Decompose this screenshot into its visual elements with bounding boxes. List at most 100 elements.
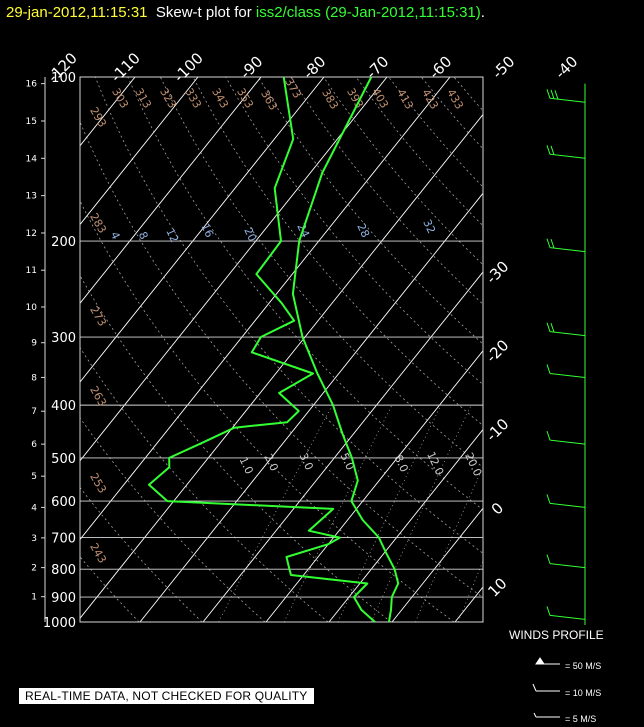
pressure-tick-label: 100 [51, 71, 76, 86]
pressure-tick-label: 600 [51, 495, 76, 510]
dry-adiabat-label: 433 [444, 87, 466, 112]
dry-adiabat-label: 243 [87, 541, 109, 566]
height-tick-label: 6 [31, 440, 37, 450]
wind-scale-50: = 50 M/S [565, 661, 602, 671]
wind-scale-10: = 10 M/S [565, 688, 602, 698]
dry-adiabat-label: 423 [419, 87, 441, 112]
dry-adiabat-373 [323, 77, 483, 266]
dry-adiabat-label: 383 [319, 87, 341, 112]
mixing-ratio-label: 12 [163, 226, 181, 244]
isotherm-line [139, 192, 483, 622]
pressure-tick-label: 200 [51, 235, 76, 250]
isotherm-label-top: -80 [299, 52, 329, 82]
mixing-ratio-label: 3.0 [297, 451, 316, 472]
dry-adiabat-253 [80, 417, 266, 622]
isotherm-label-top: -100 [170, 49, 207, 86]
isotherm-line [518, 77, 644, 622]
wind-barb-shaft [549, 439, 586, 445]
height-tick-label: 8 [31, 373, 37, 383]
wind-barb-flag [546, 145, 551, 155]
dry-adiabat-413 [453, 77, 483, 112]
dry-adiabat-363 [290, 77, 483, 305]
title-datetime: 29-jan-2012,11:15:31 [6, 4, 148, 21]
isotherm-line [0, 77, 9, 622]
dry-adiabat-323 [160, 77, 483, 468]
isotherm-line [80, 77, 199, 226]
dry-adiabat-443 [552, 77, 644, 622]
dry-adiabat-label: 253 [87, 471, 109, 496]
mixing-ratio-label: 32 [420, 217, 438, 235]
wind-barb-flag [546, 364, 551, 374]
isotherm-line [265, 350, 483, 622]
dry-adiabat-label: 343 [209, 86, 231, 111]
height-tick-label: 1 [31, 593, 37, 603]
wind-barb-flag [546, 606, 551, 616]
wind-barb-flag [546, 238, 551, 248]
pressure-tick-label: 500 [51, 452, 76, 467]
plot-frame [79, 76, 484, 623]
chart-title: 29-jan-2012,11:15:31 Skew-t plot for iss… [6, 4, 485, 21]
dry-adiabat-label: 273 [87, 304, 109, 329]
height-tick-label: 16 [26, 80, 38, 90]
wind-barb-shaft [549, 372, 586, 378]
dry-adiabat-293 [80, 121, 483, 599]
mixing-ratio-line [337, 404, 442, 622]
pressure-tick-label: 1000 [43, 616, 76, 631]
isotherm-label-right: -30 [482, 257, 512, 287]
height-tick-label: 3 [31, 534, 37, 544]
wind-barb-flag [554, 90, 559, 100]
dry-adiabat-303 [94, 77, 483, 554]
dry-adiabat-403 [420, 77, 483, 150]
pressure-tick-label: 700 [51, 532, 76, 547]
dry-adiabat-343 [225, 77, 483, 386]
isotherm-line [581, 77, 644, 622]
half-barb-symbol [533, 712, 560, 718]
full-barb-symbol [532, 683, 560, 692]
isotherm-label-right: -10 [482, 415, 512, 445]
isotherm-line [202, 271, 483, 622]
dry-adiabat-label: 293 [87, 105, 109, 130]
grid-layer [0, 77, 644, 622]
quality-notice: REAL-TIME DATA, NOT CHECKED FOR QUALITY [19, 688, 314, 704]
isotherm-label-top: -70 [362, 52, 392, 82]
dewpoint-line [148, 76, 376, 623]
isotherm-label-right: 0 [488, 499, 507, 518]
wind-barb-shaft [549, 153, 586, 159]
mixing-ratio-line [548, 405, 630, 622]
winds-profile-label: WINDS PROFILE [509, 628, 604, 642]
mixing-ratio-label: 2.0 [262, 452, 281, 473]
height-tick-label: 13 [26, 192, 37, 202]
wind-barb-shaft [549, 563, 586, 569]
mixing-ratio-line [497, 405, 585, 622]
wind-barb-shaft [549, 502, 586, 508]
isotherm-label-right: -20 [482, 336, 512, 366]
pressure-tick-label: 800 [51, 563, 76, 578]
mixing-ratio-label: 8.0 [392, 453, 411, 474]
height-tick-label: 4 [31, 503, 37, 513]
height-tick-label: 5 [31, 472, 37, 482]
dry-adiabat-263 [80, 346, 329, 622]
title-source: iss2/class (29-Jan-2012,11:15:31) [255, 4, 481, 21]
isotherm-label-top: -110 [107, 49, 144, 86]
pressure-tick-label: 300 [51, 331, 76, 346]
wind-barb-flag [546, 322, 551, 332]
isotherm-line [80, 77, 388, 462]
height-tick-label: 9 [31, 339, 37, 349]
isotherm-label-top: -90 [236, 52, 266, 82]
mixing-ratio-label: 12.0 [424, 450, 446, 478]
isotherm-line [328, 428, 483, 622]
mixing-ratio-label: 28 [354, 221, 372, 239]
wind-barb-shaft [549, 247, 586, 253]
pressure-tick-label: 400 [51, 399, 76, 414]
dry-adiabat-283 [80, 200, 455, 622]
wind-barb-flag [550, 89, 555, 99]
dry-adiabat-label: 333 [182, 86, 204, 111]
dry-adiabat-label: 363 [258, 88, 280, 113]
isotherm-label-right: 10 [484, 574, 510, 600]
mixing-ratio-label: 20.0 [462, 451, 484, 479]
mixing-ratio-line [370, 404, 472, 622]
dry-adiabat-333 [192, 77, 483, 427]
dry-adiabat-393 [388, 77, 483, 188]
dry-adiabat-353 [257, 77, 483, 345]
